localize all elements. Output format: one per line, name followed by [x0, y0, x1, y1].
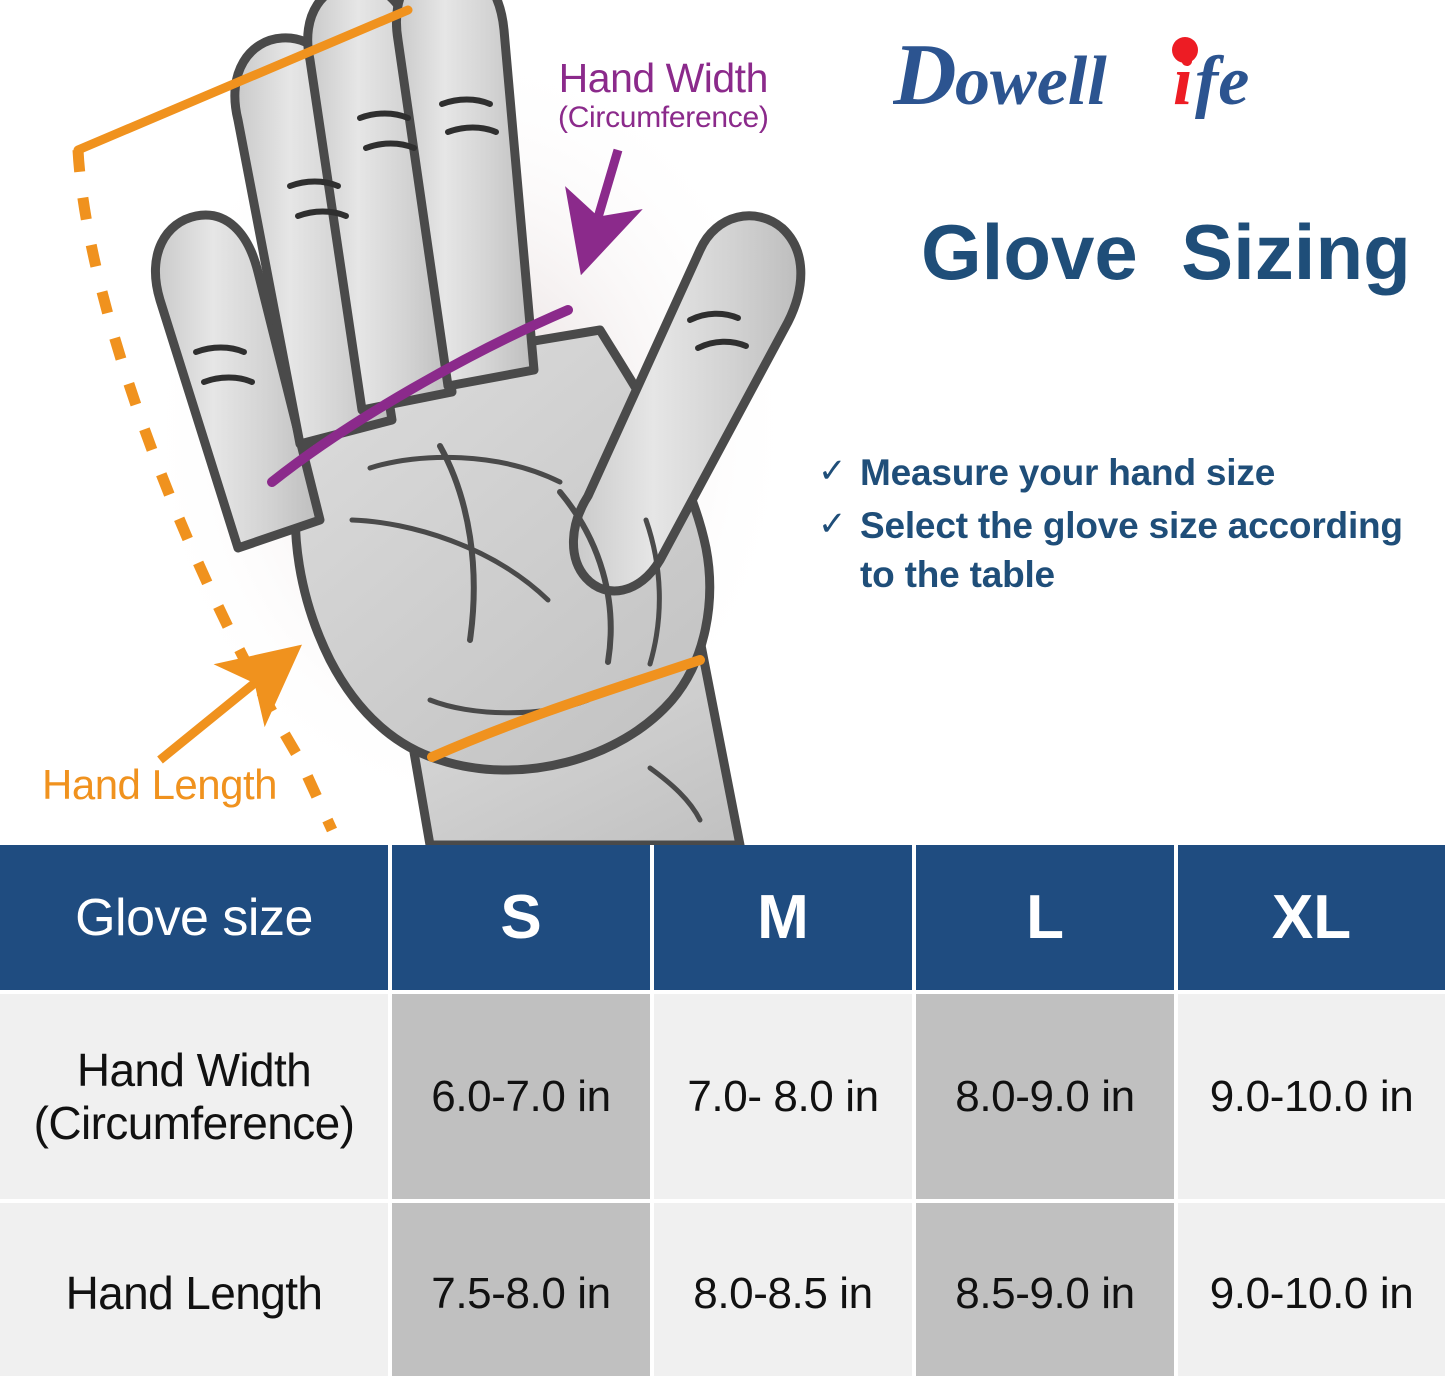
instruction-list: ✓ Measure your hand size ✓ Select the gl…	[818, 448, 1408, 603]
row-label-line2: (Circumference)	[33, 1096, 355, 1149]
wrist-circumference-line	[427, 655, 705, 762]
check-icon: ✓	[818, 505, 847, 543]
finger-index	[392, 0, 539, 391]
size-label-s: S	[500, 883, 542, 952]
brand-text-blue-2: owell	[955, 43, 1107, 120]
table-row: Hand Length 7.5-8.0 in 8.0-8.5 in 8.5-9.…	[0, 1203, 1445, 1376]
table-row: Hand Width (Circumference) 6.0-7.0 in 7.…	[0, 994, 1445, 1203]
list-item-label: Measure your hand size	[860, 452, 1276, 493]
hand-width-annotation: Hand Width (Circumference)	[558, 56, 769, 135]
table-header-cell-m: M	[654, 845, 916, 994]
table-header-cell-xl: XL	[1178, 845, 1445, 994]
list-item-label: Select the glove size according to the t…	[860, 505, 1403, 595]
row-label-hand-width: Hand Width (Circumference)	[0, 994, 392, 1203]
hand-width-arrow	[565, 148, 643, 276]
hand-shape-group	[151, 0, 806, 845]
brand-text-blue-1: D	[893, 30, 957, 124]
hand-length-solid-line	[73, 5, 413, 155]
cell-hand-width-l: 8.0-9.0 in	[916, 994, 1178, 1203]
finger-pinky	[151, 210, 325, 553]
table-header-cell-l: L	[916, 845, 1178, 994]
dowellife-logo: D owell i fe	[892, 27, 1373, 126]
cell-hand-width-m: 7.0- 8.0 in	[654, 994, 916, 1203]
size-label-m: M	[757, 883, 809, 952]
cell-hand-length-xl: 9.0-10.0 in	[1178, 1203, 1445, 1376]
size-label-xl: XL	[1271, 883, 1352, 952]
glove-size-table: Glove size S M L XL Hand Width (Cir	[0, 845, 1445, 1376]
cell-hand-length-m: 8.0-8.5 in	[654, 1203, 916, 1376]
cell-hand-length-s: 7.5-8.0 in	[392, 1203, 654, 1376]
cell-hand-width-xl: 9.0-10.0 in	[1178, 994, 1445, 1203]
finger-creases	[193, 96, 749, 385]
thumb	[569, 211, 806, 596]
hand-length-arrow	[157, 644, 302, 764]
hand-measurement-diagram: Hand Width (Circumference) Hand Length	[0, 0, 900, 845]
list-item: ✓ Select the glove size according to the…	[818, 501, 1408, 599]
hand-illustration-svg	[72, 0, 806, 845]
table-header-row: Glove size S M L XL	[0, 845, 1445, 994]
hand-length-annotation: Hand Length	[42, 761, 278, 808]
check-icon: ✓	[818, 452, 847, 490]
table-header-cell-s: S	[392, 845, 654, 994]
cell-hand-length-l: 8.5-9.0 in	[916, 1203, 1178, 1376]
row-label-hand-length: Hand Length	[0, 1203, 392, 1376]
table-header-label: Glove size	[75, 888, 313, 947]
page-title: Glove Sizing	[921, 208, 1411, 296]
hand-width-circumference-line	[267, 305, 573, 487]
brand-dot-icon	[1172, 37, 1198, 63]
size-label-l: L	[1026, 883, 1064, 952]
cell-hand-width-s: 6.0-7.0 in	[392, 994, 654, 1203]
hand-width-annotation-line2: (Circumference)	[558, 101, 769, 135]
brand-text-blue-3: fe	[1195, 43, 1249, 120]
table-header-cell-label: Glove size	[0, 845, 392, 994]
brand-logo-svg: D owell i fe	[892, 27, 1249, 124]
hand-width-annotation-line1: Hand Width	[558, 55, 769, 101]
wrist-crease	[647, 765, 703, 823]
row-label-line1: Hand Width	[76, 1044, 312, 1097]
list-item: ✓ Measure your hand size	[818, 448, 1408, 497]
